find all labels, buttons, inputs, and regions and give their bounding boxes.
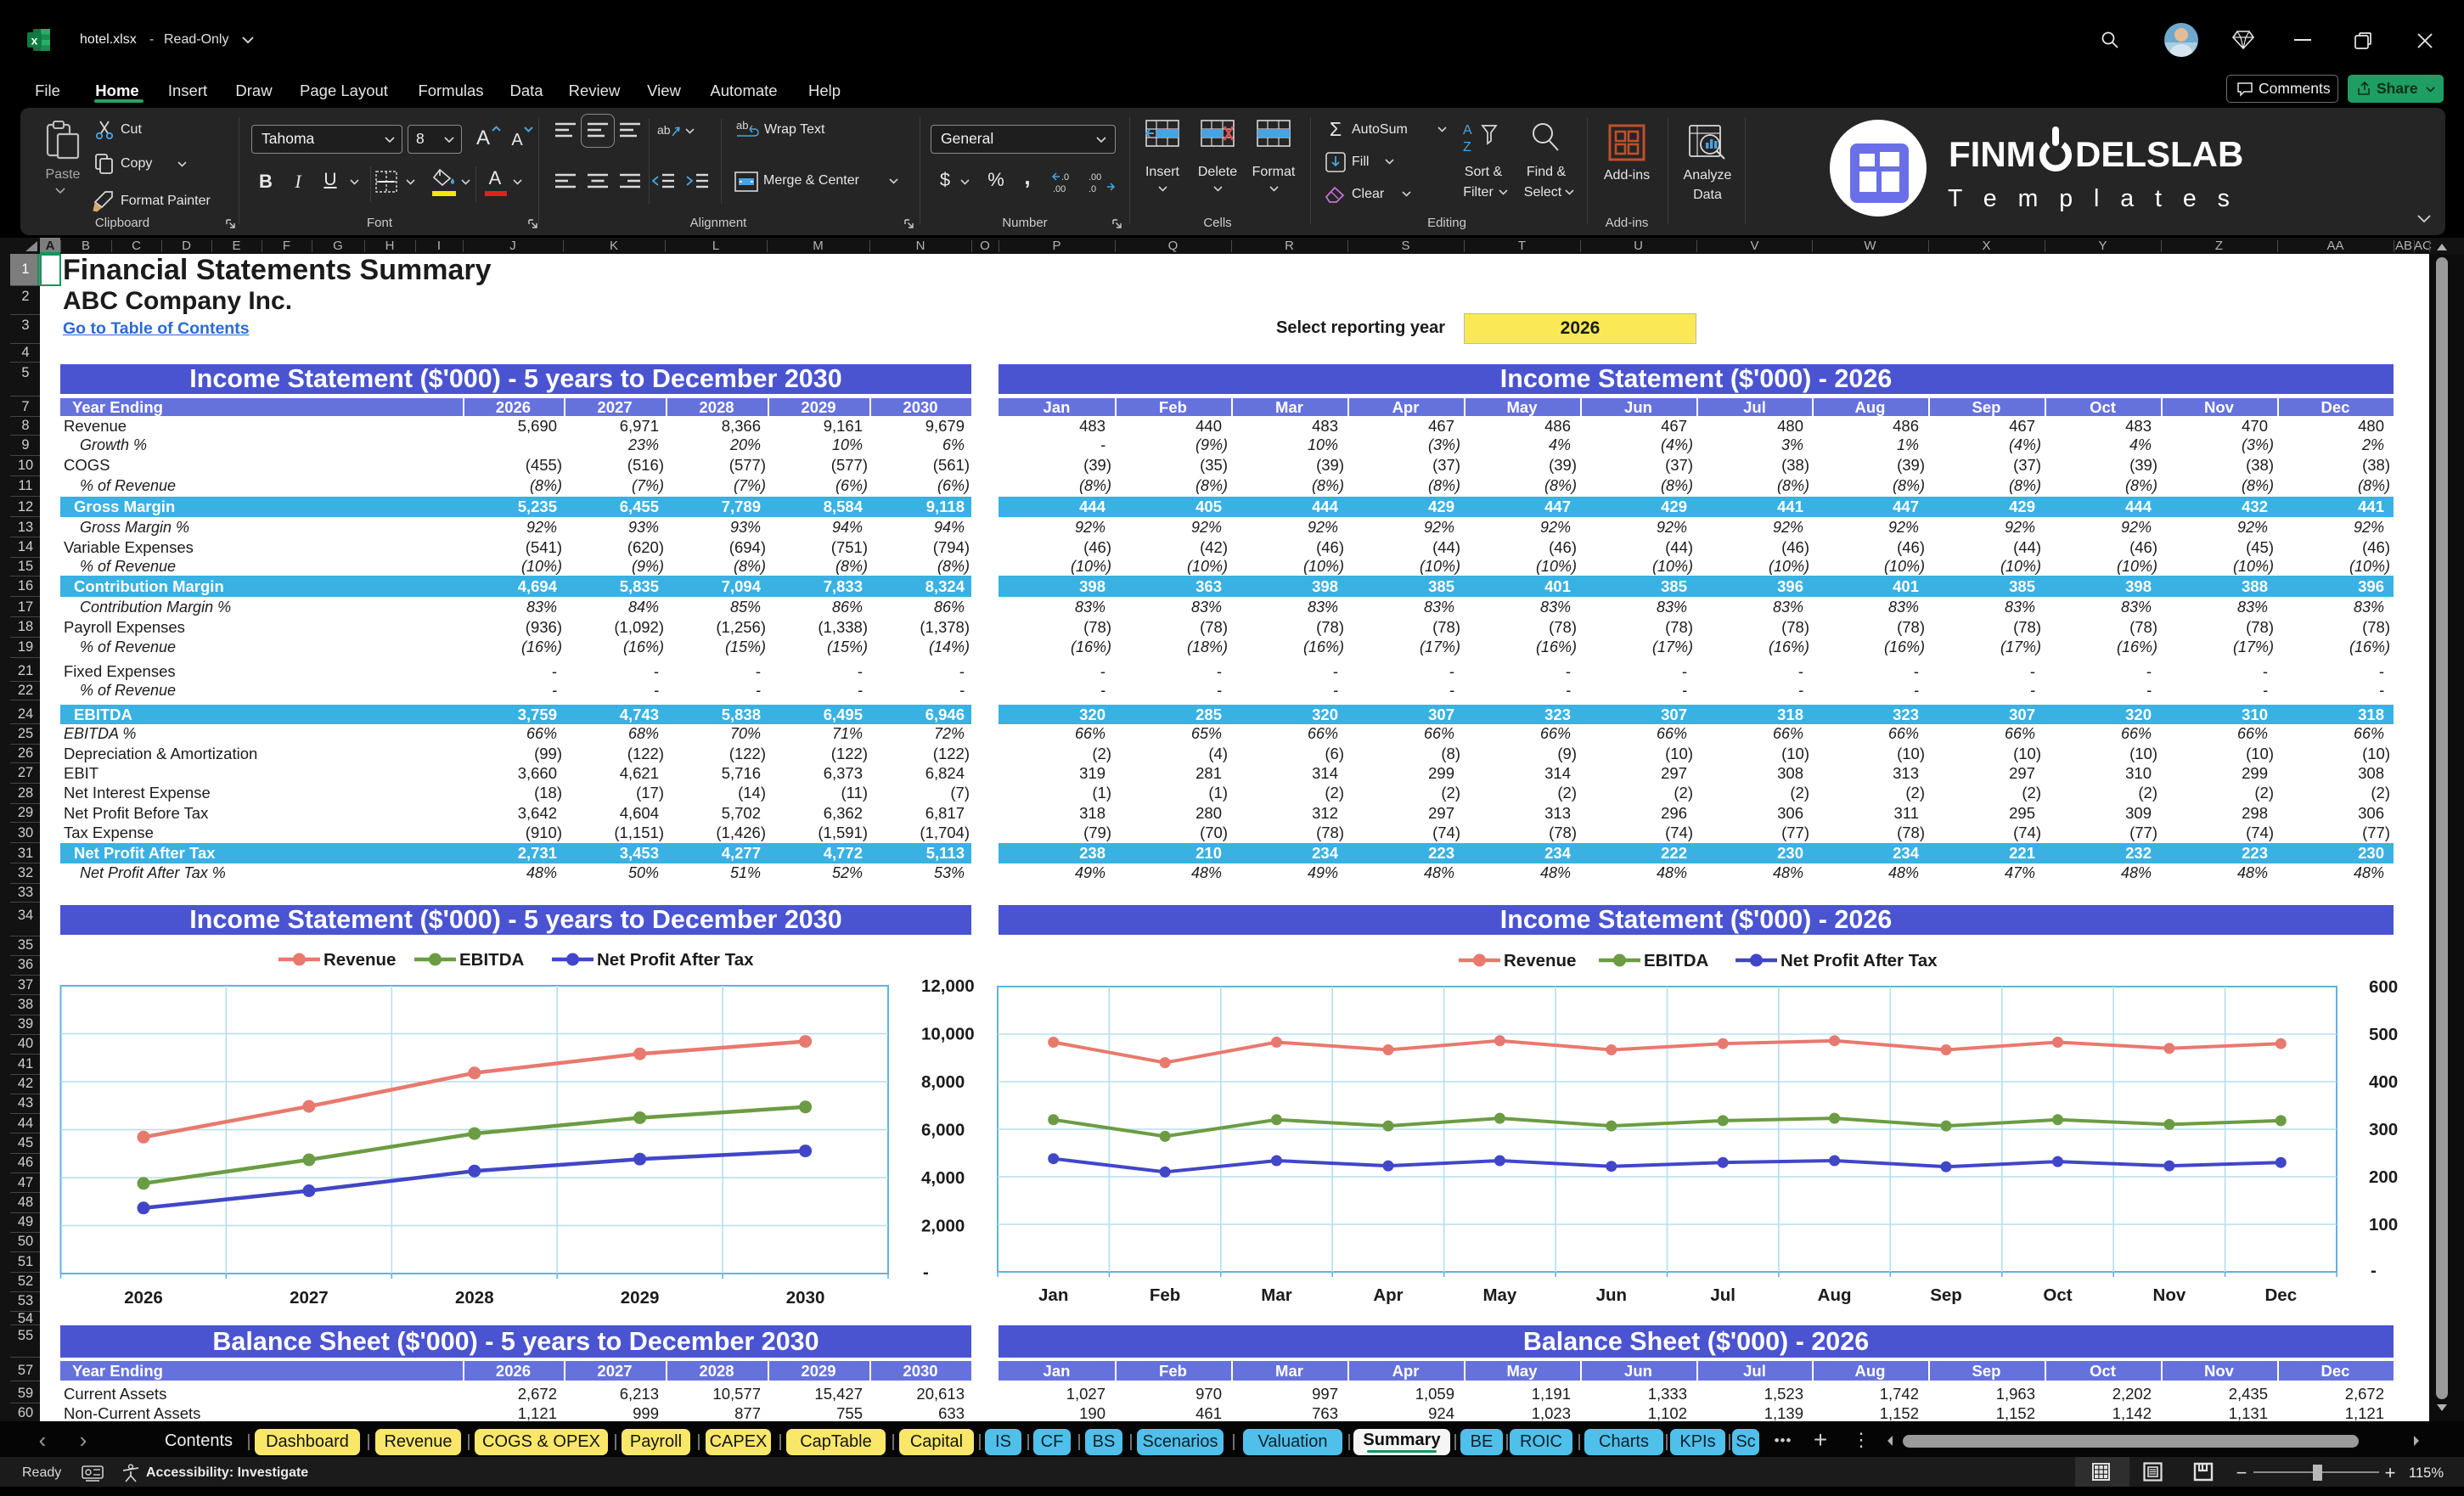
svg-text:Apr: Apr: [1373, 1285, 1403, 1305]
svg-text:300: 300: [2369, 1120, 2398, 1139]
svg-text:2027: 2027: [290, 1288, 329, 1308]
svg-text:Sep: Sep: [1930, 1285, 1962, 1305]
svg-text:Revenue: Revenue: [1504, 951, 1576, 970]
svg-text:12,000: 12,000: [921, 976, 975, 996]
svg-text:200: 200: [2369, 1167, 2398, 1187]
svg-text:Net Profit After Tax: Net Profit After Tax: [1780, 951, 1938, 970]
svg-text:8,000: 8,000: [921, 1072, 965, 1092]
svg-text:May: May: [1482, 1285, 1516, 1305]
svg-text:Jul: Jul: [1710, 1285, 1735, 1305]
svg-text:6,000: 6,000: [921, 1121, 965, 1140]
svg-text:Dec: Dec: [2264, 1285, 2297, 1305]
svg-text:ab: ab: [657, 123, 671, 137]
svg-text:.00: .00: [1053, 184, 1066, 194]
svg-text:Nov: Nov: [2153, 1285, 2186, 1305]
svg-text:2,000: 2,000: [921, 1217, 965, 1236]
svg-text:Mar: Mar: [1261, 1285, 1291, 1305]
svg-text:10,000: 10,000: [921, 1025, 975, 1044]
svg-text:Jan: Jan: [1038, 1285, 1068, 1305]
svg-text:Feb: Feb: [1150, 1285, 1180, 1305]
svg-text:Jun: Jun: [1596, 1285, 1627, 1305]
svg-text:2028: 2028: [455, 1288, 494, 1308]
svg-text:400: 400: [2369, 1072, 2398, 1092]
svg-text:Aug: Aug: [1818, 1285, 1852, 1305]
svg-text:100: 100: [2369, 1215, 2398, 1234]
svg-text:Oct: Oct: [2043, 1285, 2072, 1305]
svg-text:.00: .00: [1089, 172, 1101, 183]
svg-text:x: x: [31, 34, 38, 48]
svg-text:Revenue: Revenue: [323, 950, 396, 970]
svg-text:500: 500: [2369, 1025, 2398, 1044]
svg-text:ab: ab: [736, 119, 748, 132]
svg-text:A: A: [1463, 123, 1472, 138]
svg-text:Net Profit After Tax: Net Profit After Tax: [597, 950, 754, 970]
svg-text:2026: 2026: [124, 1288, 163, 1308]
svg-text:2029: 2029: [621, 1288, 660, 1308]
svg-text:EBITDA: EBITDA: [459, 950, 525, 970]
svg-text:Z: Z: [1463, 140, 1471, 155]
svg-text:4,000: 4,000: [921, 1168, 965, 1188]
svg-text:.0: .0: [1089, 184, 1096, 194]
svg-text:-: -: [923, 1263, 929, 1282]
svg-text:2030: 2030: [786, 1288, 825, 1308]
svg-text:-: -: [2371, 1261, 2377, 1280]
svg-text:.0: .0: [1061, 172, 1069, 183]
svg-text:600: 600: [2369, 977, 2398, 997]
svg-text:EBITDA: EBITDA: [1644, 951, 1709, 970]
